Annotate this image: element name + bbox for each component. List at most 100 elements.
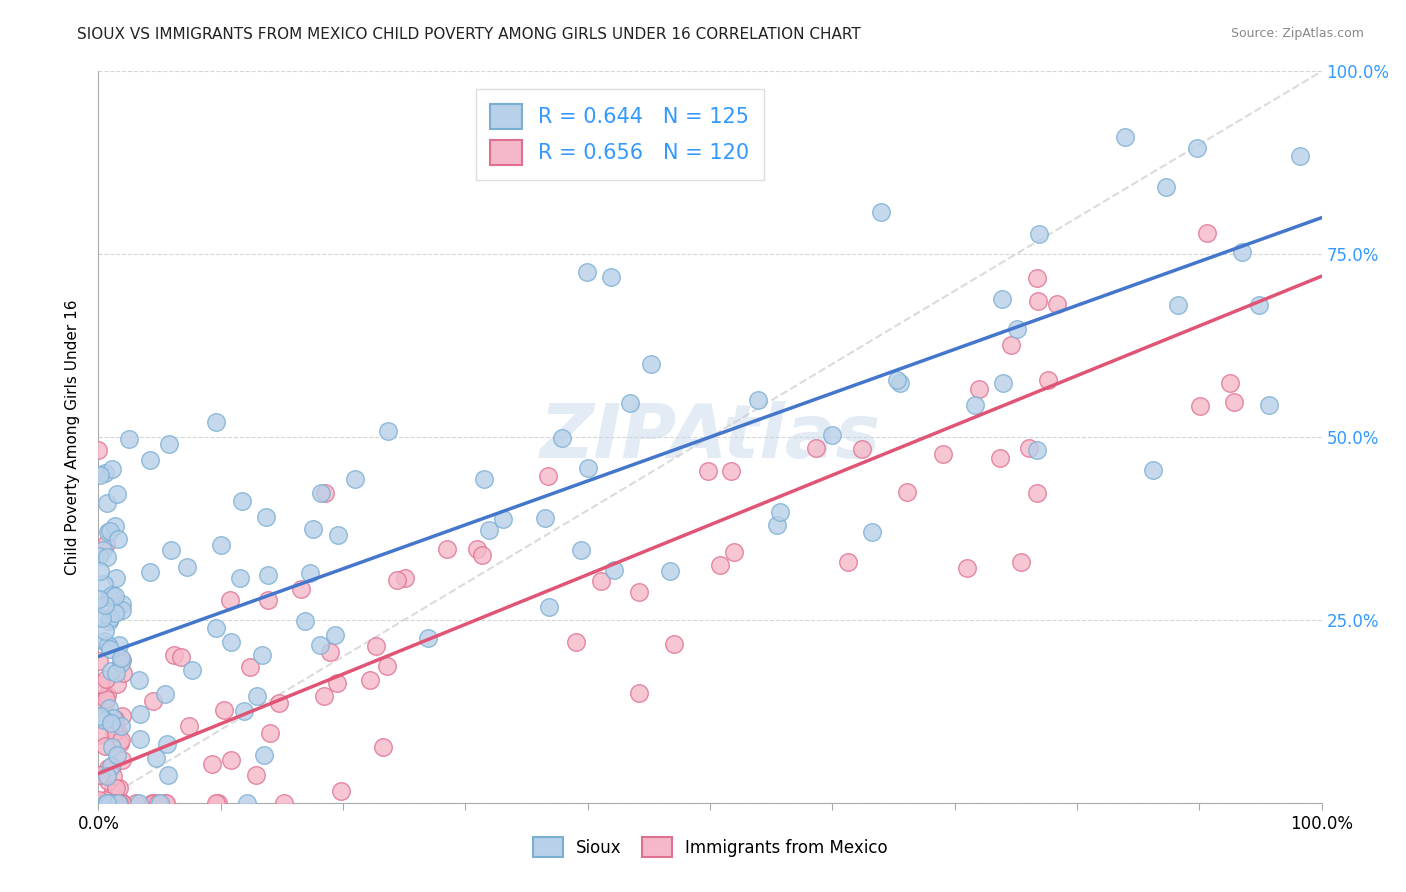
Point <box>416 631 439 645</box>
Point <box>110 796 132 810</box>
Point <box>93 633 115 648</box>
Point <box>436 542 458 557</box>
Point <box>1258 398 1281 412</box>
Point <box>1005 322 1028 336</box>
Point <box>326 676 349 690</box>
Point <box>1189 399 1212 413</box>
Point <box>124 796 146 810</box>
Point <box>103 796 125 810</box>
Point <box>229 571 252 585</box>
Point <box>128 732 150 747</box>
Point <box>93 796 115 810</box>
Point <box>1114 129 1136 144</box>
Point <box>98 614 121 628</box>
Point <box>956 561 979 575</box>
Point <box>273 796 295 810</box>
Point <box>359 673 381 687</box>
Point <box>253 747 276 762</box>
Point <box>100 665 122 679</box>
Point <box>98 796 121 810</box>
Point <box>90 611 112 625</box>
Point <box>254 510 277 524</box>
Point <box>1222 395 1244 409</box>
Point <box>155 737 177 751</box>
Point <box>239 660 262 674</box>
Point <box>107 677 129 691</box>
Point <box>128 673 150 687</box>
Point <box>533 511 555 525</box>
Legend: Sioux, Immigrants from Mexico: Sioux, Immigrants from Mexico <box>526 830 894 864</box>
Text: SIOUX VS IMMIGRANTS FROM MEXICO CHILD POVERTY AMONG GIRLS UNDER 16 CORRELATION C: SIOUX VS IMMIGRANTS FROM MEXICO CHILD PO… <box>77 27 860 42</box>
Point <box>94 691 117 706</box>
Point <box>104 780 127 795</box>
Point <box>87 654 110 668</box>
Point <box>988 450 1011 465</box>
Point <box>105 487 128 501</box>
Point <box>89 796 111 810</box>
Point <box>537 469 560 483</box>
Point <box>89 467 111 482</box>
Point <box>111 796 134 810</box>
Point <box>207 796 229 810</box>
Point <box>107 781 129 796</box>
Point <box>314 486 336 500</box>
Point <box>157 437 180 451</box>
Point <box>766 517 789 532</box>
Point <box>619 395 641 409</box>
Point <box>214 703 236 717</box>
Point <box>176 560 198 574</box>
Point <box>96 774 118 789</box>
Point <box>107 532 129 546</box>
Point <box>110 719 132 733</box>
Point <box>100 588 122 602</box>
Point <box>107 796 129 810</box>
Point <box>96 796 118 810</box>
Point <box>290 582 312 596</box>
Point <box>110 656 132 670</box>
Point <box>1167 298 1189 312</box>
Point <box>603 563 626 577</box>
Point <box>640 357 662 371</box>
Point <box>89 564 111 578</box>
Point <box>96 796 118 810</box>
Point <box>101 461 124 475</box>
Point <box>89 709 111 723</box>
Point <box>156 768 179 782</box>
Point <box>98 700 121 714</box>
Point <box>551 431 574 445</box>
Point <box>89 728 111 742</box>
Point <box>201 756 224 771</box>
Point <box>89 676 111 690</box>
Point <box>138 453 160 467</box>
Point <box>103 769 125 783</box>
Point <box>477 524 499 538</box>
Point <box>1154 179 1177 194</box>
Point <box>94 793 117 807</box>
Point <box>231 494 253 508</box>
Point <box>103 725 125 739</box>
Point <box>599 269 621 284</box>
Point <box>205 415 228 429</box>
Point <box>111 598 134 612</box>
Point <box>87 443 110 458</box>
Point <box>1247 298 1270 312</box>
Point <box>96 638 118 652</box>
Point <box>294 615 316 629</box>
Point <box>747 393 769 408</box>
Point <box>1046 297 1069 311</box>
Point <box>111 753 134 767</box>
Point <box>93 543 115 558</box>
Point <box>97 761 120 775</box>
Point <box>96 769 118 783</box>
Point <box>1025 442 1047 457</box>
Point <box>219 635 242 649</box>
Point <box>143 796 166 810</box>
Point <box>1289 149 1312 163</box>
Point <box>103 783 125 797</box>
Point <box>576 461 599 475</box>
Point <box>309 486 332 500</box>
Point <box>87 591 110 606</box>
Point <box>94 696 117 710</box>
Point <box>860 525 883 540</box>
Point <box>1026 486 1049 500</box>
